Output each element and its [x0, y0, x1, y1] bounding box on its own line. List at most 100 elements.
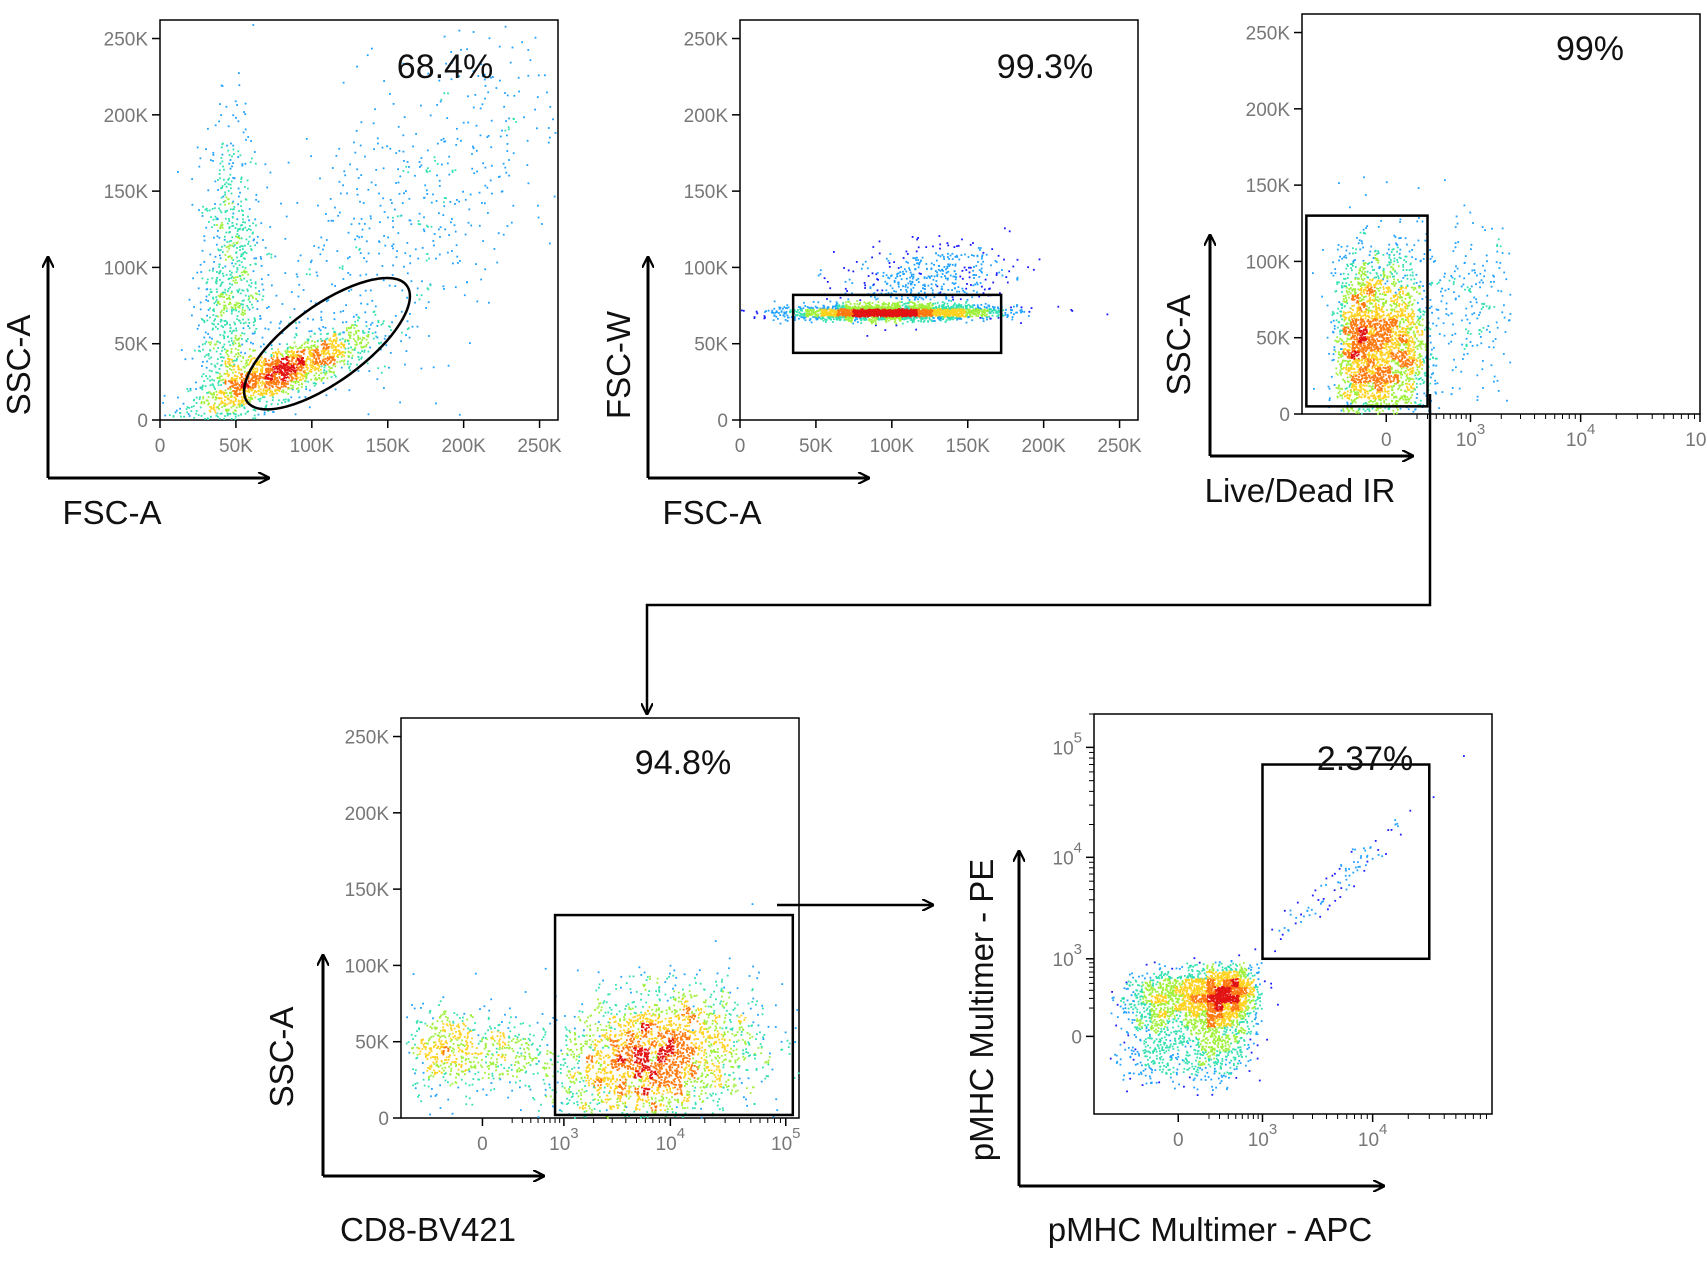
data-point: [287, 346, 289, 349]
data-point: [268, 364, 270, 367]
data-point: [206, 209, 209, 212]
data-point: [235, 223, 238, 226]
data-point: [847, 310, 850, 313]
data-point: [186, 411, 189, 414]
data-point: [241, 209, 243, 212]
data-point: [779, 306, 782, 309]
data-point: [338, 349, 341, 352]
data-point: [220, 293, 223, 295]
data-point: [236, 104, 238, 106]
data-point: [274, 374, 276, 376]
data-point: [241, 224, 243, 226]
data-point: [240, 313, 243, 316]
data-point: [432, 193, 434, 196]
data-point: [241, 398, 244, 401]
data-point: [382, 322, 384, 325]
data-point: [233, 384, 236, 386]
data-point: [236, 268, 239, 271]
data-point: [278, 375, 281, 378]
data-point: [353, 349, 356, 351]
data-point: [315, 372, 317, 375]
data-point: [808, 319, 811, 322]
data-point: [301, 359, 303, 362]
data-point: [323, 342, 325, 345]
data-point: [765, 310, 767, 312]
data-point: [199, 263, 202, 266]
data-point: [229, 282, 231, 285]
data-point: [257, 413, 260, 416]
data-point: [237, 388, 240, 390]
data-point: [842, 306, 845, 308]
data-point: [233, 359, 236, 362]
data-point: [230, 308, 233, 311]
data-point: [320, 343, 323, 346]
data-point: [339, 338, 342, 341]
data-point: [301, 357, 304, 359]
data-point: [287, 383, 289, 385]
data-point: [248, 297, 251, 300]
data-point: [202, 348, 204, 351]
data-point: [453, 224, 456, 227]
data-point: [220, 224, 223, 227]
data-point: [821, 307, 824, 310]
data-point: [219, 270, 222, 272]
data-point: [240, 373, 243, 376]
data-point: [856, 303, 859, 305]
data-point: [219, 379, 222, 382]
data-point: [247, 371, 249, 373]
data-point: [320, 372, 323, 374]
data-point: [338, 351, 341, 353]
data-point: [259, 317, 262, 320]
data-point: [227, 380, 230, 382]
data-point: [234, 100, 237, 103]
data-point: [248, 327, 251, 330]
data-point: [255, 263, 257, 266]
data-point: [541, 223, 543, 225]
data-point: [839, 312, 842, 315]
data-point: [183, 415, 185, 418]
data-point: [859, 317, 861, 320]
data-point: [877, 304, 879, 306]
data-point: [275, 385, 278, 388]
data-point: [234, 413, 237, 416]
data-point: [235, 353, 238, 356]
data-point: [380, 348, 382, 351]
data-point: [267, 369, 269, 372]
data-point: [274, 378, 276, 381]
data-point: [259, 397, 262, 400]
data-point: [262, 295, 265, 298]
data-point: [882, 301, 885, 304]
data-point: [322, 347, 325, 350]
data-point: [258, 293, 261, 296]
data-point: [405, 76, 408, 78]
data-point: [240, 399, 243, 402]
data-point: [849, 303, 852, 305]
data-point: [200, 402, 203, 405]
dots-p2: [741, 227, 1109, 337]
data-point: [955, 310, 958, 312]
data-point: [210, 291, 213, 293]
data-point: [313, 353, 315, 356]
data-point: [262, 360, 265, 363]
data-point: [280, 372, 283, 375]
data-point: [339, 211, 341, 214]
data-point: [383, 211, 386, 213]
data-point: [308, 352, 311, 355]
data-point: [211, 328, 214, 331]
data-point: [256, 363, 259, 366]
data-point: [785, 307, 787, 309]
data-point: [251, 398, 254, 400]
data-point: [957, 308, 960, 310]
data-point: [310, 366, 313, 368]
data-point: [229, 344, 232, 347]
data-point: [223, 201, 225, 203]
data-point: [1011, 309, 1014, 312]
data-point: [230, 382, 233, 384]
data-point: [384, 244, 387, 247]
data-point: [222, 326, 224, 328]
data-point: [226, 403, 228, 406]
data-point: [233, 244, 236, 247]
data-point: [443, 35, 446, 38]
data-point: [374, 305, 377, 308]
